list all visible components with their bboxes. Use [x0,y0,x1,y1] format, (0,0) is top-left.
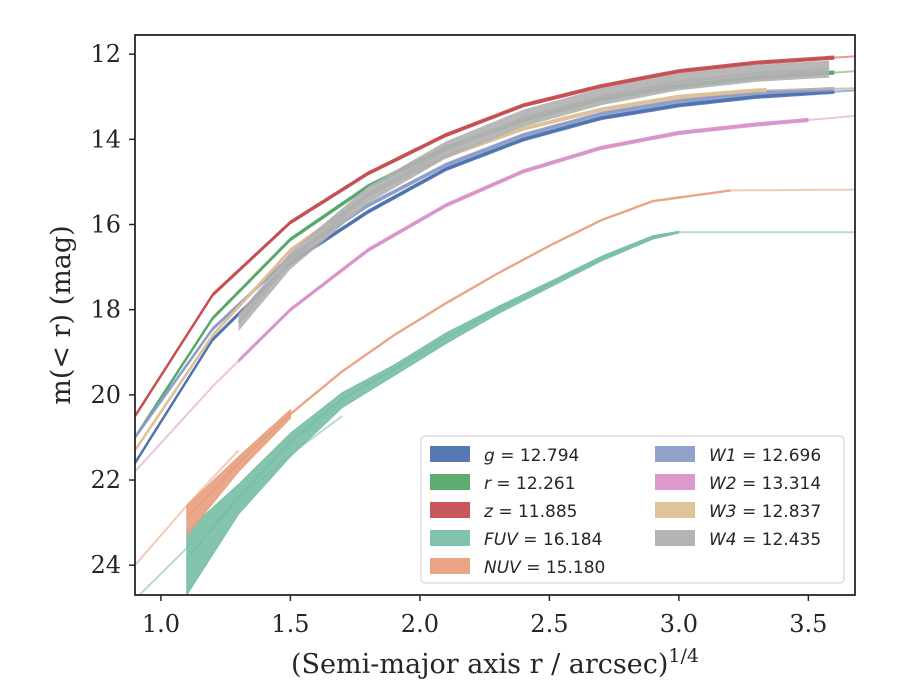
series-w3-faint-end [769,87,853,92]
series-fuv-line [185,231,680,560]
x-tick-label: 2.0 [401,610,439,638]
y-tick-label: 18 [90,296,121,324]
series-g-faint-end [834,89,855,93]
y-tick-label: 22 [90,466,121,494]
y-tick-label: 14 [90,125,121,153]
legend-item-fuv: FUV = 16.184 [430,530,602,550]
legend-item-g: g = 12.794 [430,446,579,466]
legend-item-w2: W2 = 13.314 [655,474,821,494]
legend-item-w1: W1 = 12.696 [655,446,821,466]
series-r-faint-end [834,70,855,74]
x-axis-label: (Semi-major axis r / arcsec)1/4 [291,645,699,680]
series-layer [135,55,855,595]
series-w4-line [237,67,830,324]
series-w2-faint-end [808,114,855,121]
legend-swatch [655,530,695,546]
legend-box [420,435,845,584]
x-tick-label: 3.5 [789,610,827,638]
legend-label: r = 12.261 [484,474,576,494]
series-w2-line [237,118,809,362]
series-w3 [135,87,853,453]
x-tick-label: 3.0 [660,610,698,638]
legend-label: W3 = 12.837 [709,502,821,522]
x-tick-label: 2.5 [530,610,568,638]
series-w2-faint-start [135,360,240,473]
series-g-line [135,90,835,464]
series-w2 [135,114,855,473]
legend-swatch [655,474,695,490]
x-tick-label: 1.5 [271,610,309,638]
plot-frame [134,34,856,596]
legend-item-z: z = 11.885 [430,502,577,522]
legend-item-w4: W4 = 12.435 [655,530,821,550]
series-w4 [237,60,830,331]
y-tick-label: 12 [90,40,121,68]
x-axis-label-text: (Semi-major axis r / arcsec) [291,649,668,680]
legend-swatch [655,446,695,462]
legend-swatch [430,446,470,462]
legend-label: NUV = 15.180 [484,558,605,578]
x-axis-label-exponent: 1/4 [668,645,699,667]
series-z [135,55,855,419]
legend-swatch [430,530,470,546]
legend-item-r: r = 12.261 [430,474,576,494]
y-tick-label: 16 [90,211,121,239]
series-nuv-faint-end [730,188,855,192]
legend-swatch [655,502,695,518]
y-axis-label: m(< r) (mag) [46,225,77,404]
legend-swatch [430,558,470,574]
series-nuv [135,188,855,566]
legend-label: g = 12.794 [484,446,579,466]
legend-item-nuv: NUV = 15.180 [430,558,605,578]
legend-swatch [430,474,470,490]
series-z-line [135,56,835,417]
series-fuv [137,230,855,595]
legend-label: FUV = 16.184 [484,530,602,550]
series-nuv-line [185,189,731,520]
legend-label: W4 = 12.435 [709,530,821,550]
y-tick-label: 24 [90,551,121,579]
series-nuv-band [186,408,291,537]
series-g-band [135,89,835,466]
legend-item-w3: W3 = 12.837 [655,502,821,522]
legend: g = 12.794 r = 12.261 z = 11.885 FUV = 16.1… [420,435,845,584]
x-axis: 1.0 1.5 2.0 2.5 3.0 3.5 [142,595,827,638]
series-z-faint-end [834,55,855,59]
legend-label: W1 = 12.696 [709,446,821,466]
series-z-band [135,55,835,419]
legend-label: z = 11.885 [483,502,577,522]
legend-swatch [430,502,470,518]
y-tick-label: 20 [90,381,121,409]
x-tick-label: 1.0 [142,610,180,638]
y-axis: 12 14 16 18 20 22 24 [90,40,135,579]
legend-label: W2 = 13.314 [709,474,821,494]
